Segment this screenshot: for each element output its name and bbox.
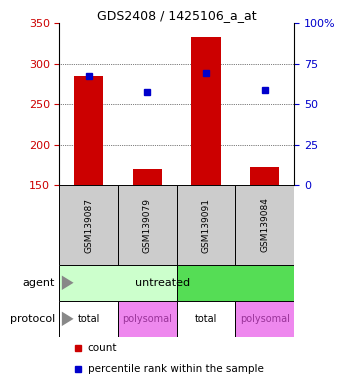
Bar (118, 301, 177, 337)
Bar (59, 185, 118, 265)
Bar (59, 265, 177, 301)
Title: GDS2408 / 1425106_a_at: GDS2408 / 1425106_a_at (97, 9, 257, 22)
Text: untreated: untreated (135, 278, 190, 288)
Text: total: total (78, 314, 100, 324)
Bar (177, 265, 294, 301)
Text: polysomal: polysomal (240, 314, 290, 324)
Bar (177, 185, 235, 265)
Bar (250, 167, 279, 185)
Bar (118, 185, 177, 265)
Bar (59, 301, 118, 337)
Text: GSM139087: GSM139087 (84, 197, 93, 253)
Bar (191, 37, 221, 185)
Text: count: count (88, 343, 117, 353)
Text: protocol: protocol (10, 314, 55, 324)
Text: polysomal: polysomal (122, 314, 172, 324)
Text: GSM139084: GSM139084 (260, 198, 269, 253)
Text: percentile rank within the sample: percentile rank within the sample (88, 364, 264, 374)
Bar (235, 185, 294, 265)
Bar (177, 301, 235, 337)
Text: agent: agent (22, 278, 55, 288)
Bar (74, 76, 103, 185)
Text: total: total (195, 314, 217, 324)
Bar (133, 169, 162, 185)
Text: GSM139091: GSM139091 (202, 197, 210, 253)
Polygon shape (62, 276, 73, 290)
Bar (235, 301, 294, 337)
Text: GSM139079: GSM139079 (143, 197, 152, 253)
Polygon shape (62, 312, 73, 326)
